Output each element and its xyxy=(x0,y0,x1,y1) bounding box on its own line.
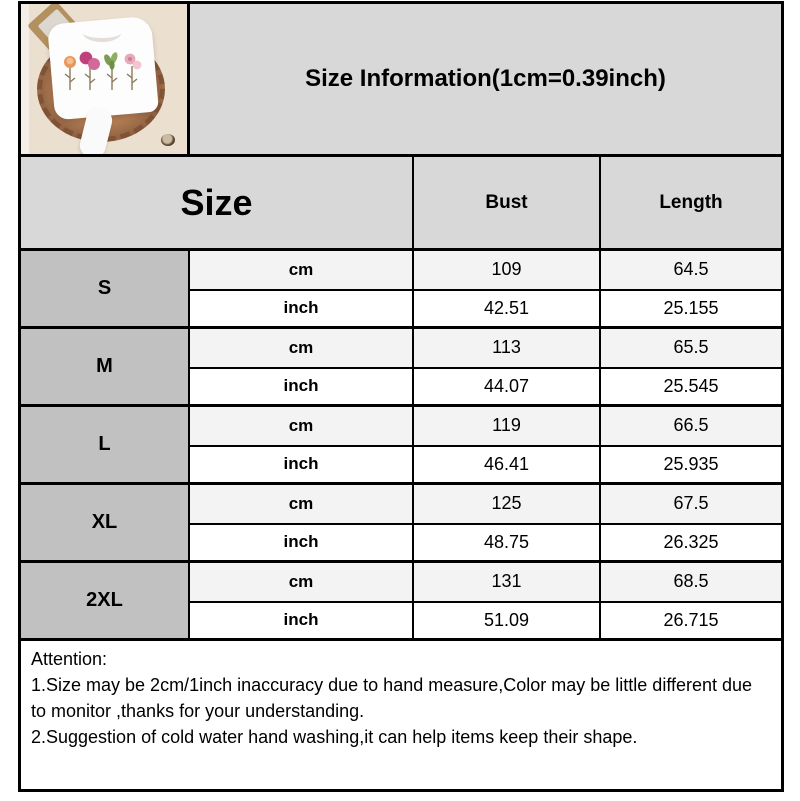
bust-cm-value: 125 xyxy=(414,485,601,523)
column-header-bust: Bust xyxy=(414,157,601,248)
unit-label-inch: inch xyxy=(190,444,414,482)
table-row-group-l: L cm 119 66.5 inch 46.41 25.935 xyxy=(21,404,781,482)
unit-label-cm: cm xyxy=(190,485,414,523)
product-photo xyxy=(21,4,190,154)
unit-label-inch: inch xyxy=(190,600,414,638)
column-header-length: Length xyxy=(601,157,781,248)
bust-inch-value: 48.75 xyxy=(414,522,601,560)
bust-inch-value: 42.51 xyxy=(414,288,601,326)
length-cm-value: 66.5 xyxy=(601,407,781,445)
tshirt-neckline xyxy=(83,24,121,42)
unit-label-inch: inch xyxy=(190,522,414,560)
attention-box: Attention: 1.Size may be 2cm/1inch inacc… xyxy=(21,638,781,789)
size-info-title: Size Information(1cm=0.39inch) xyxy=(190,4,781,154)
size-label: XL xyxy=(21,485,190,560)
bust-inch-value: 44.07 xyxy=(414,366,601,404)
bust-cm-value: 109 xyxy=(414,251,601,289)
bust-cm-value: 113 xyxy=(414,329,601,367)
unit-label-cm: cm xyxy=(190,251,414,289)
length-cm-value: 67.5 xyxy=(601,485,781,523)
unit-label-cm: cm xyxy=(190,563,414,601)
size-label: S xyxy=(21,251,190,326)
table-row-group-2xl: 2XL cm 131 68.5 inch 51.09 26.715 xyxy=(21,560,781,638)
table-header-row: Size Bust Length xyxy=(21,154,781,248)
attention-heading: Attention: xyxy=(31,649,108,669)
length-inch-value: 25.545 xyxy=(601,366,781,404)
bust-inch-value: 51.09 xyxy=(414,600,601,638)
size-label: M xyxy=(21,329,190,404)
length-cm-value: 65.5 xyxy=(601,329,781,367)
length-inch-value: 26.715 xyxy=(601,600,781,638)
table-row-group-xl: XL cm 125 67.5 inch 48.75 26.325 xyxy=(21,482,781,560)
length-inch-value: 25.155 xyxy=(601,288,781,326)
unit-label-cm: cm xyxy=(190,329,414,367)
pebble xyxy=(161,134,175,146)
size-chart-sheet: Size Information(1cm=0.39inch) Size Bust… xyxy=(18,1,784,792)
unit-label-inch: inch xyxy=(190,288,414,326)
table-row-group-m: M cm 113 65.5 inch 44.07 25.545 xyxy=(21,326,781,404)
top-row: Size Information(1cm=0.39inch) xyxy=(21,4,781,154)
unit-label-inch: inch xyxy=(190,366,414,404)
bust-cm-value: 119 xyxy=(414,407,601,445)
length-cm-value: 64.5 xyxy=(601,251,781,289)
flower-print-graphic xyxy=(64,51,142,90)
attention-note-2: 2.Suggestion of cold water hand washing,… xyxy=(31,727,638,747)
unit-label-cm: cm xyxy=(190,407,414,445)
length-inch-value: 26.325 xyxy=(601,522,781,560)
length-cm-value: 68.5 xyxy=(601,563,781,601)
table-row-group-s: S cm 109 64.5 inch 42.51 25.155 xyxy=(21,248,781,326)
length-inch-value: 25.935 xyxy=(601,444,781,482)
size-label: 2XL xyxy=(21,563,190,638)
column-header-size: Size xyxy=(21,157,414,248)
bust-cm-value: 131 xyxy=(414,563,601,601)
size-label: L xyxy=(21,407,190,482)
attention-note-1: 1.Size may be 2cm/1inch inaccuracy due t… xyxy=(31,675,753,721)
bust-inch-value: 46.41 xyxy=(414,444,601,482)
